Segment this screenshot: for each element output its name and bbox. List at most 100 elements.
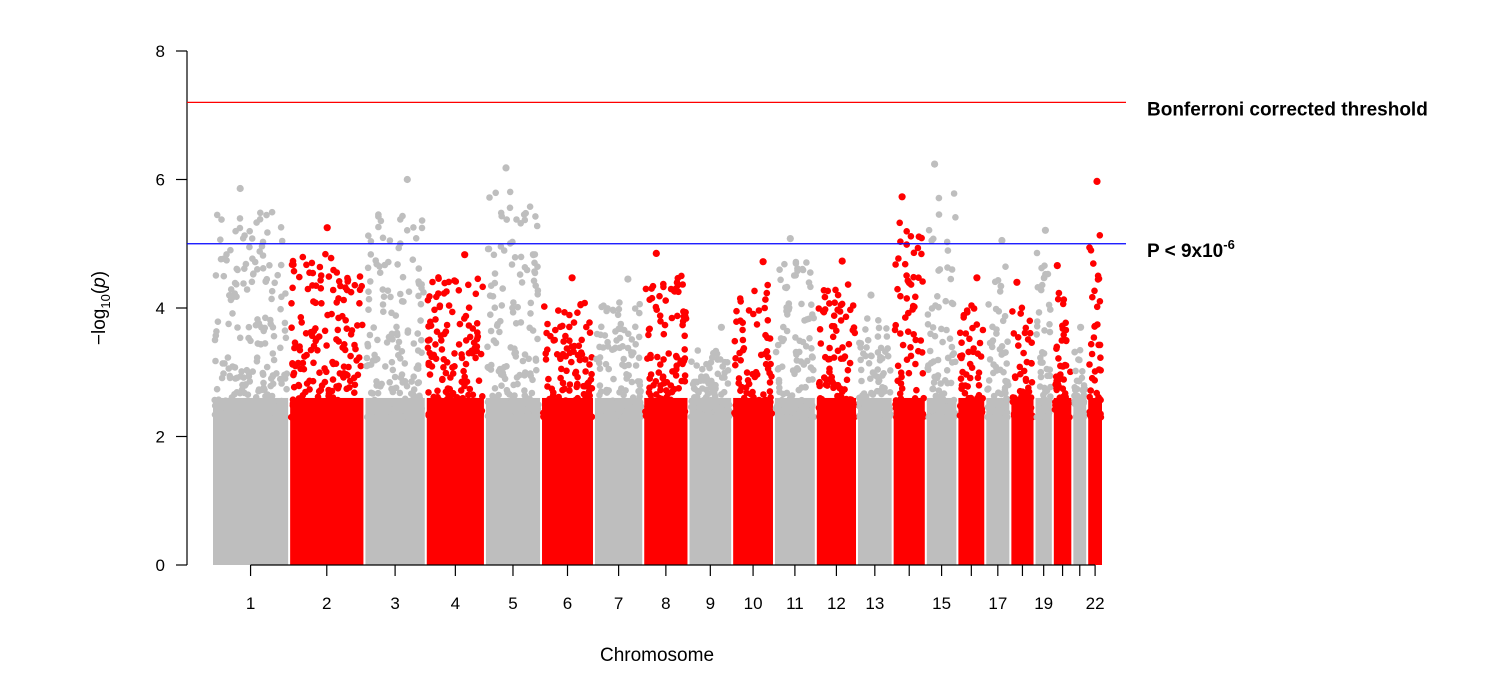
snp-point [1093,303,1101,311]
snp-point [865,360,873,367]
snp-point [754,402,761,410]
snp-point [552,326,559,334]
snp-point [1037,286,1045,294]
snp-point [299,359,307,367]
snp-point [1045,409,1053,417]
snp-point [948,411,956,419]
snp-point [924,364,932,372]
snp-point [509,304,516,312]
x-axis-label: Chromosome [600,645,714,666]
snp-point [398,298,406,305]
snp-point [619,361,626,369]
snp-point [542,356,550,363]
snp-point [432,405,439,413]
snp-point [905,413,913,420]
snp-point [830,384,837,392]
snp-point [469,325,477,332]
snp-point [231,279,239,287]
snp-point [674,312,681,320]
chr-22-points [1086,177,1105,565]
snp-point [375,223,382,231]
snp-point [795,386,803,394]
snp-point [1009,308,1016,315]
snp-point [1021,329,1029,337]
snp-point [580,412,587,420]
snp-point [555,410,562,418]
snp-point [241,265,248,273]
snp-point [995,308,1003,315]
snp-point [624,344,632,352]
snp-point [268,287,276,295]
snp-point [438,337,445,344]
snp-point [763,289,771,297]
snp-point [660,280,667,288]
snp-point [578,336,585,344]
snp-point [365,306,372,314]
snp-point [1057,362,1064,370]
snp-point [596,343,603,351]
snp-point [714,413,722,420]
snp-point [290,267,298,275]
snp-point [656,292,663,300]
snp-point [689,413,697,421]
snp-point [659,374,667,382]
snp-point [778,396,786,404]
snp-point [472,403,480,410]
snp-point [268,392,276,400]
chr-7-top-snp [624,275,632,283]
snp-point [375,211,382,218]
snp-point [269,350,277,357]
snp-point [799,266,807,274]
snp-point [1074,408,1082,416]
snp-point [856,339,863,347]
snp-point [1016,363,1024,371]
snp-point [435,290,442,297]
snp-point [635,354,643,362]
snp-point [299,253,307,261]
snp-point [927,330,934,338]
snp-point [302,330,310,337]
snp-point [794,265,801,272]
snp-point [897,330,904,337]
snp-point [975,369,983,377]
snp-point [491,385,499,392]
snp-point [668,314,676,322]
snp-point [315,402,323,410]
snp-point [776,266,783,274]
snp-point [322,407,329,415]
snp-point [864,315,871,322]
snp-point [527,370,534,377]
snp-point [655,369,663,376]
snp-point [625,372,632,379]
snp-point [710,350,718,358]
snp-point [260,379,267,387]
snp-point [412,235,420,242]
snp-point [724,380,732,387]
snp-point [719,413,727,421]
snp-point [709,380,716,388]
snp-point [277,344,284,352]
x-tick-label-17: 17 [988,594,1007,613]
snp-point [1001,384,1009,392]
snp-point [752,368,760,376]
snp-point [278,380,285,387]
snp-point [509,394,517,401]
snp-point [225,320,232,328]
snp-point [750,393,757,401]
snp-point [393,323,400,331]
snp-point [432,316,439,323]
snp-point [322,250,329,258]
snp-point [246,227,253,235]
y-tick-label-2: 2 [156,428,165,447]
snp-point [336,370,344,377]
x-tick-label-12: 12 [827,594,846,613]
snp-point [1004,378,1011,386]
snp-point [389,336,396,343]
snp-point [985,385,992,393]
snp-point [249,413,257,421]
snp-point [381,413,389,421]
snp-point [834,306,841,314]
snp-point [1072,367,1079,375]
snp-point [974,374,982,382]
snp-point [724,367,732,374]
